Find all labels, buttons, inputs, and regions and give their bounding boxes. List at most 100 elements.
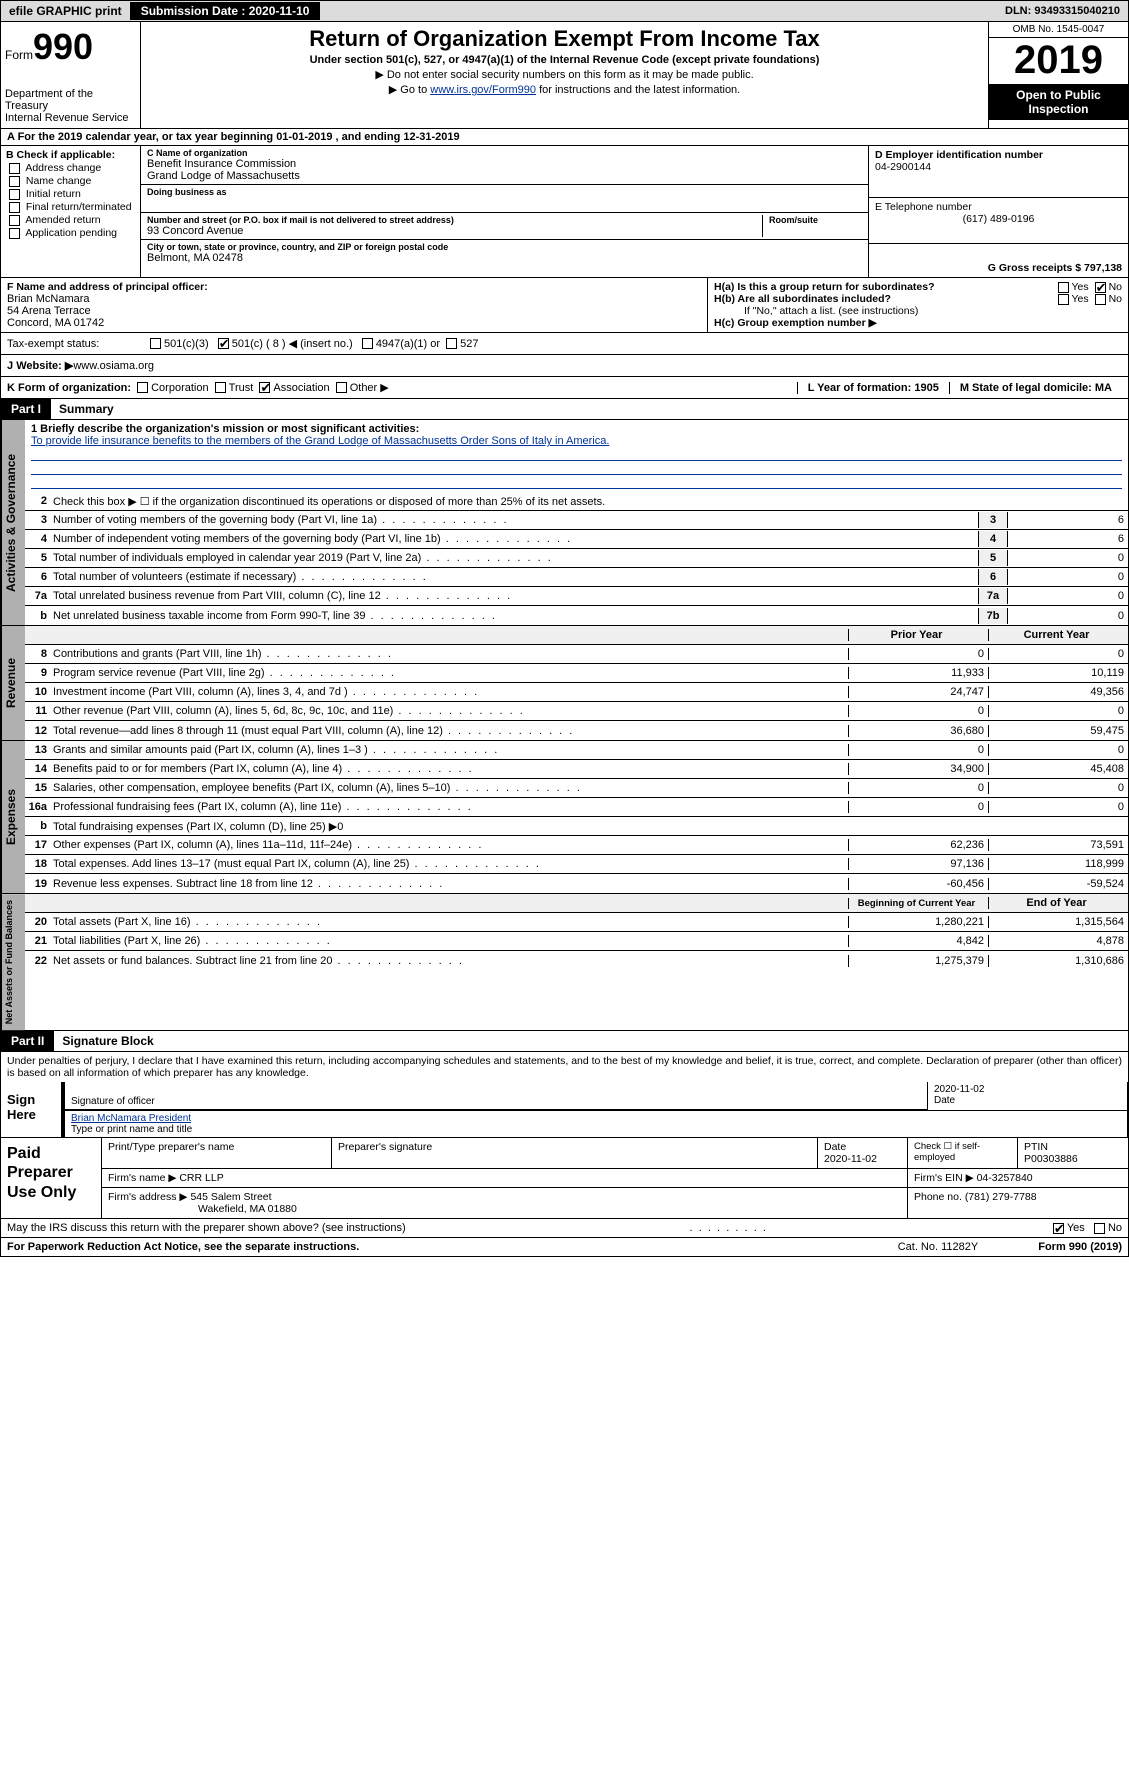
discuss-row: May the IRS discuss this return with the… [0,1219,1129,1238]
cb-name-change[interactable]: Name change [6,175,135,187]
exp-line-18: 18Total expenses. Add lines 13–17 (must … [25,855,1128,874]
goto-pre: ▶ Go to [389,84,430,96]
cb-association[interactable] [259,382,270,393]
firm-ein-label: Firm's EIN ▶ [914,1172,974,1184]
vtab-revenue: Revenue [1,626,25,740]
ha-no[interactable] [1095,282,1106,293]
527-label: 527 [460,338,478,350]
cb-amended-return[interactable]: Amended return [6,214,135,226]
dba-label: Doing business as [147,187,862,197]
exp-line-b: bTotal fundraising expenses (Part IX, co… [25,817,1128,836]
discuss-text: May the IRS discuss this return with the… [7,1222,406,1234]
hb-note: If "No," attach a list. (see instruction… [714,305,1122,317]
rev-line-8: 8Contributions and grants (Part VIII, li… [25,645,1128,664]
box-f-label: F Name and address of principal officer: [7,281,701,293]
ein-value: 04-2900144 [875,161,1122,173]
org-name-2: Grand Lodge of Massachusetts [147,170,862,182]
box-l: L Year of formation: 1905 [797,382,949,394]
exp-line-14: 14Benefits paid to or for members (Part … [25,760,1128,779]
end-year-header: End of Year [988,897,1128,909]
line-3: 3Number of voting members of the governi… [25,511,1128,530]
line-7a: 7aTotal unrelated business revenue from … [25,587,1128,606]
firm-addr: 545 Salem Street [190,1191,271,1203]
revenue-section: Revenue Prior YearCurrent Year 8Contribu… [0,626,1129,741]
part-1-header: Part I Summary [0,399,1129,420]
discuss-no[interactable] [1094,1223,1105,1234]
type-name-label: Type or print name and title [71,1124,1121,1135]
officer-printed-name: Brian McNamara President [71,1113,1121,1124]
cb-4947[interactable] [362,338,373,349]
cb-trust[interactable] [215,382,226,393]
line-4: 4Number of independent voting members of… [25,530,1128,549]
hb-yes[interactable] [1058,294,1069,305]
prep-date-value: 2020-11-02 [824,1153,877,1165]
cb-other[interactable] [336,382,347,393]
tax-status-label: Tax-exempt status: [7,338,147,350]
cb-527[interactable] [446,338,457,349]
form-number: 990 [33,26,93,67]
city-label: City or town, state or province, country… [147,242,862,252]
net-assets-section: Net Assets or Fund Balances Beginning of… [0,894,1129,1031]
ha-yes[interactable] [1058,282,1069,293]
hb-row: H(b) Are all subordinates included? Yes … [714,293,1122,305]
rev-line-12: 12Total revenue—add lines 8 through 11 (… [25,721,1128,740]
city-state-zip: Belmont, MA 02478 [147,252,862,264]
cb-501c[interactable] [218,338,229,349]
line-2: Check this box ▶ ☐ if the organization d… [53,493,1128,510]
goto-post: for instructions and the latest informat… [536,84,740,96]
501c3-label: 501(c)(3) [164,338,209,350]
box-k-l-m: K Form of organization: Corporation Trus… [0,377,1129,399]
box-b-title: B Check if applicable: [6,149,135,161]
phone-value: (617) 489-0196 [875,213,1122,225]
cat-no: Cat. No. 11282Y [898,1241,979,1253]
4947-label: 4947(a)(1) or [376,338,440,350]
501c-label: 501(c) ( 8 ) ◀ (insert no.) [232,337,353,350]
efile-label[interactable]: efile GRAPHIC print [1,2,131,20]
cb-corporation[interactable] [137,382,148,393]
activities-governance: Activities & Governance 1 Briefly descri… [0,420,1129,626]
begin-year-header: Beginning of Current Year [848,898,988,909]
sig-officer-label: Signature of officer [65,1082,928,1110]
box-m: M State of legal domicile: MA [949,382,1122,394]
submission-date: Submission Date : 2020-11-10 [131,2,321,20]
form990-link[interactable]: www.irs.gov/Form990 [430,84,536,96]
department: Department of the Treasury Internal Reve… [5,88,136,124]
self-employed-check[interactable]: Check ☐ if self-employed [908,1138,1018,1168]
website-value: www.osiama.org [73,360,154,372]
org-name-1: Benefit Insurance Commission [147,158,862,170]
firm-phone: (781) 279-7788 [965,1191,1037,1203]
street-address: 93 Concord Avenue [147,225,243,237]
line-6: 6Total number of volunteers (estimate if… [25,568,1128,587]
ptin-label: PTIN [1024,1141,1048,1153]
preparer-name-label: Print/Type preparer's name [102,1138,332,1168]
cb-application-pending[interactable]: Application pending [6,227,135,239]
signature-block: Under penalties of perjury, I declare th… [0,1052,1129,1138]
cb-501c3[interactable] [150,338,161,349]
sig-date-value: 2020-11-02 [934,1084,1121,1095]
line-5: 5Total number of individuals employed in… [25,549,1128,568]
discuss-yes[interactable] [1053,1223,1064,1234]
box-k-label: K Form of organization: [7,382,131,394]
cb-address-change[interactable]: Address change [6,162,135,174]
part-1-title: Summary [51,399,122,419]
exp-line-19: 19Revenue less expenses. Subtract line 1… [25,874,1128,893]
form-note-2: ▶ Go to www.irs.gov/Form990 for instruct… [147,83,982,96]
firm-ein: 04-3257840 [977,1172,1033,1184]
org-name-label: C Name of organization [147,148,862,158]
part-2-label: Part II [1,1031,54,1051]
hc-row: H(c) Group exemption number ▶ [714,317,1122,329]
firm-name: CRR LLP [179,1172,223,1184]
rev-line-10: 10Investment income (Part VIII, column (… [25,683,1128,702]
cb-initial-return[interactable]: Initial return [6,188,135,200]
top-bar: efile GRAPHIC print Submission Date : 20… [0,0,1129,22]
cb-final-return[interactable]: Final return/terminated [6,201,135,213]
ein-label: D Employer identification number [875,149,1122,161]
line-7b: bNet unrelated business taxable income f… [25,606,1128,625]
tax-year: 2019 [989,38,1128,84]
hb-no[interactable] [1095,294,1106,305]
period-line: A For the 2019 calendar year, or tax yea… [0,129,1129,146]
rev-line-9: 9Program service revenue (Part VIII, lin… [25,664,1128,683]
ha-row: H(a) Is this a group return for subordin… [714,281,1122,293]
box-d-e-g: D Employer identification number 04-2900… [868,146,1128,277]
prior-year-header: Prior Year [848,629,988,641]
